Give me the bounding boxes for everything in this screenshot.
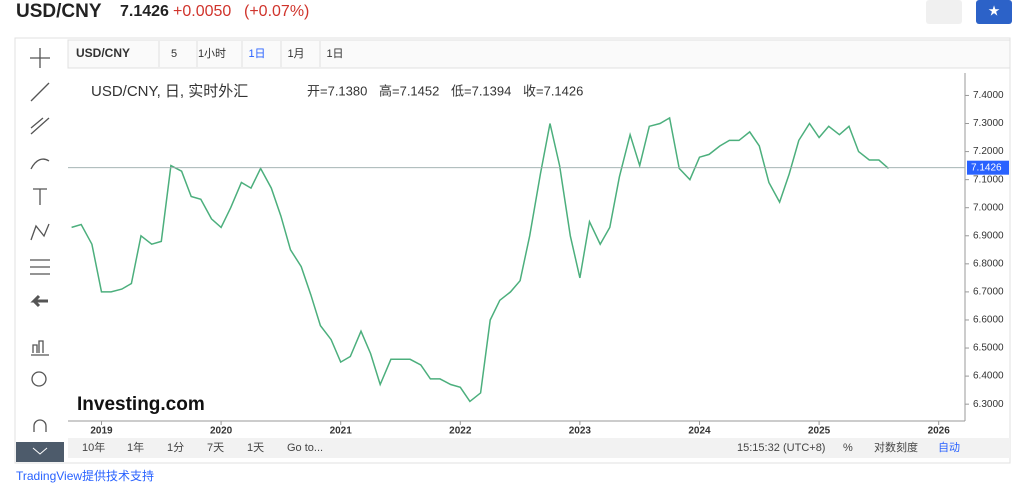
bottom-bar-item[interactable]: (UTC+8)	[783, 442, 825, 454]
toolbar-item[interactable]: 1小时	[198, 47, 226, 60]
legend-text: 收=7.1426	[523, 83, 583, 98]
zoom-tool[interactable]	[31, 371, 47, 387]
pattern-tool[interactable]	[30, 223, 50, 241]
toolbar-item[interactable]: 1日	[248, 48, 265, 60]
toolbar-item[interactable]: 5	[171, 48, 177, 60]
bottom-bar-item[interactable]: 15:15:32	[737, 442, 780, 454]
fib-tool[interactable]	[30, 117, 50, 135]
widget-frame	[14, 37, 1011, 464]
watermark: Investing.com	[77, 394, 205, 415]
legend-text: 低=7.1394	[451, 83, 511, 98]
line-tool[interactable]	[30, 82, 50, 102]
y-tick-label: 7.0000	[973, 202, 1004, 213]
expand-button[interactable]	[16, 442, 64, 462]
y-tick-label: 6.9000	[973, 230, 1004, 241]
back-tool[interactable]	[30, 294, 48, 308]
alert-button[interactable]	[926, 0, 962, 24]
change: +0.0050	[173, 3, 231, 20]
legend-text: 高=7.1452	[379, 83, 439, 98]
x-tick-label: 2019	[90, 426, 113, 437]
bottom-bar-item[interactable]: 自动	[938, 441, 960, 454]
price-line	[71, 116, 889, 403]
bottom-bar	[68, 438, 1010, 458]
x-tick-label: 2024	[688, 426, 711, 437]
toolbar-symbol[interactable]: USD/CNY	[76, 46, 130, 60]
y-tick-label: 7.1000	[973, 174, 1004, 185]
legend-text: 开=7.1380	[307, 83, 367, 98]
left-toolbar	[30, 48, 50, 432]
bottom-bar-item[interactable]: 对数刻度	[874, 440, 918, 454]
y-tick-label: 7.3000	[973, 118, 1004, 129]
y-tick-label: 7.4000	[973, 90, 1004, 101]
range-button[interactable]: 1分	[167, 441, 184, 454]
range-button[interactable]: 7天	[207, 442, 224, 454]
range-button[interactable]: 10年	[82, 440, 105, 454]
watch-button[interactable]	[976, 0, 1012, 24]
x-tick-label: 2025	[808, 426, 831, 437]
x-tick-label: 2022	[449, 426, 472, 437]
bottom-bar-item[interactable]: %	[843, 442, 853, 454]
measure-tool[interactable]	[30, 259, 50, 275]
range-button[interactable]: Go to...	[287, 442, 323, 454]
y-tick-label: 6.7000	[973, 287, 1004, 298]
magnet-tool[interactable]	[33, 419, 47, 432]
y-tick-label: 6.4000	[973, 371, 1004, 382]
toolbar-item[interactable]: 1日	[326, 48, 343, 60]
last-price-label: 7.1426	[971, 162, 1002, 173]
last-price-tag	[967, 160, 1009, 175]
y-tick-label: 6.3000	[973, 399, 1004, 410]
symbol: USD/CNY	[16, 1, 102, 22]
range-button[interactable]: 1年	[127, 440, 144, 454]
chart-tool[interactable]	[31, 340, 49, 356]
star-icon: ★	[988, 3, 1001, 19]
toolbar-item[interactable]: 1月	[287, 48, 304, 60]
footer-credit[interactable]: TradingView提供技术支持	[16, 468, 154, 483]
y-tick-label: 7.2000	[973, 146, 1004, 157]
chevron-icon	[32, 447, 48, 455]
x-tick-label: 2020	[210, 426, 233, 437]
y-tick-label: 6.8000	[973, 258, 1004, 269]
x-tick-label: 2023	[569, 426, 592, 437]
x-tick-label: 2026	[928, 426, 951, 437]
cross-tool[interactable]	[30, 48, 50, 68]
text-tool[interactable]	[33, 188, 47, 205]
brush-tool[interactable]	[30, 158, 50, 170]
legend-text: USD/CNY, 日, 实时外汇	[91, 83, 248, 100]
price: 7.1426	[120, 3, 169, 20]
top-toolbar	[67, 39, 1011, 69]
y-tick-label: 6.5000	[973, 343, 1004, 354]
y-tick-label: 6.6000	[973, 315, 1004, 326]
range-button[interactable]: 1天	[247, 442, 264, 454]
x-tick-label: 2021	[330, 426, 353, 437]
change-pct: (+0.07%)	[244, 3, 309, 20]
